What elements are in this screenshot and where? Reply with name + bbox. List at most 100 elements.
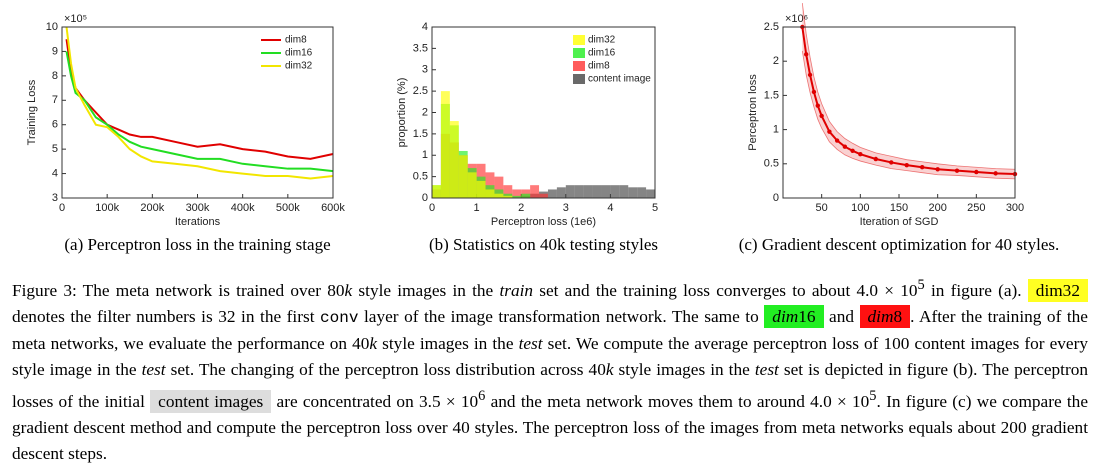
caption-text: style images in the [613, 359, 755, 379]
highlight-dim8: dim8 [859, 304, 911, 328]
y-tick-label: 3.5 [413, 42, 428, 54]
legend-swatch [573, 48, 585, 58]
histogram-bar [539, 193, 548, 198]
legend-label: dim16 [285, 48, 313, 59]
histogram-bar [485, 189, 495, 198]
x-axis-label: Iterations [175, 216, 221, 228]
histogram-bar [476, 180, 486, 198]
caption-text: . In figure (c) we compare the gradient … [12, 391, 1088, 463]
y-tick-label: 3 [52, 192, 58, 204]
x-tick-label: 1 [474, 202, 480, 214]
line [801, 26, 1016, 176]
marker [993, 171, 998, 176]
caption-math: k [605, 359, 614, 379]
legend-label: dim32 [285, 61, 313, 72]
caption-text: in figure (a). [924, 280, 1028, 300]
marker [807, 72, 813, 78]
marker [904, 162, 909, 168]
x-tick-label: 2 [518, 202, 524, 214]
caption-text: are concentrated on [271, 391, 419, 411]
y-axis-label: proportion (%) [396, 78, 408, 148]
x-tick-label: 50 [816, 202, 828, 214]
y-tick-label: 0 [773, 192, 779, 204]
caption-text: The meta network is trained over [76, 280, 328, 300]
legend-label: dim32 [588, 35, 616, 46]
histogram-bar [503, 185, 513, 198]
y-tick-label: 4 [422, 21, 428, 33]
chart: 0 100k 200k 300k 400k 500k 600k 3 4 5 6 7 8 9 10 ×10⁵ It… [26, 13, 346, 254]
chart: 0 1 2 3 4 5 0 0.5 1 1.5 2 2.5 3 3.5 4 Perceptron loss (… [396, 21, 658, 254]
caption-math: 3.5 × 10 [418, 391, 479, 411]
x-tick-label: 200k [140, 202, 164, 214]
histogram-bar [467, 172, 477, 198]
x-tick-label: 3 [563, 202, 569, 214]
x-axis-label: Perceptron loss (1e6) [491, 216, 596, 228]
legend-label: content image [588, 74, 651, 85]
histogram-bar [583, 185, 593, 198]
legend-swatch [573, 61, 585, 71]
x-tick-label: 500k [276, 202, 300, 214]
y-tick-label: 2.5 [413, 85, 428, 97]
y-tick-label: 0.5 [764, 158, 779, 170]
histogram-bar [494, 193, 504, 198]
histogram-bar [521, 193, 531, 198]
axes-box [61, 26, 334, 199]
y-tick-label: 1 [422, 149, 428, 161]
y-tick-label: 2.5 [764, 21, 779, 33]
caption-italic: train [499, 280, 534, 300]
caption-text: set is depicted in figure (b). The perce… [12, 359, 1089, 411]
line [65, 51, 334, 173]
y-tick-label: 7 [52, 94, 58, 106]
y-tick-label: 6 [52, 119, 58, 131]
caption-text: set and the training loss converges to a… [533, 280, 857, 300]
caption-math: 4.0 × 10 [856, 280, 918, 300]
histogram-bar [503, 195, 513, 198]
histogram-bar [494, 176, 504, 198]
marker [850, 148, 855, 154]
caption-text: . After the training of the meta network… [12, 306, 1088, 353]
y-tick-label: 0.5 [413, 171, 428, 183]
legend-label: dim8 [285, 35, 307, 46]
marker [920, 165, 925, 170]
y-tick-label: 2 [422, 106, 428, 118]
x-tick-label: 0 [429, 202, 435, 214]
x-tick-label: 0 [59, 202, 65, 214]
highlight-content: content images [150, 389, 272, 413]
caption-italic: test [754, 359, 779, 379]
caption-math: 40 [588, 359, 606, 379]
marker [834, 138, 840, 143]
caption-text: denotes the filter numbers is 32 in the … [12, 306, 321, 326]
histogram-bar [512, 195, 522, 198]
marker [804, 52, 809, 57]
x-tick-label: 250 [967, 202, 985, 214]
y-tick-label: 4 [52, 167, 58, 179]
y-tick-label: 2 [773, 55, 779, 67]
caption-math: 4.0 × 10 [810, 391, 870, 411]
marker [974, 169, 979, 175]
x-tick-label: 200 [928, 202, 946, 214]
legend-label: dim8 [588, 61, 610, 72]
line [65, 26, 334, 180]
caption-italic: test [518, 333, 543, 353]
y-tick-label: 10 [46, 21, 58, 33]
histogram-bar [637, 187, 647, 198]
caption-math: 80 [327, 280, 345, 300]
highlight-dim32: dim32 [1027, 278, 1088, 302]
caption-math: 5 [917, 277, 925, 293]
marker [842, 144, 848, 149]
histogram-bar [601, 185, 611, 198]
y-tick-label: 8 [52, 70, 58, 82]
caption-label: Figure 3: [12, 280, 77, 300]
caption-italic: test [141, 359, 166, 379]
histogram-bar [565, 185, 575, 198]
histogram-bar [449, 121, 459, 198]
error-edge [801, 50, 1016, 180]
histogram-bar [628, 187, 638, 198]
marker [858, 152, 863, 157]
y-tick-label: 9 [52, 45, 58, 57]
legend-swatch [573, 74, 585, 84]
histogram-bar [592, 185, 602, 198]
caption-text: style images in the [377, 333, 519, 353]
x-tick-label: 300 [1006, 202, 1024, 214]
caption-math: k [344, 280, 353, 300]
